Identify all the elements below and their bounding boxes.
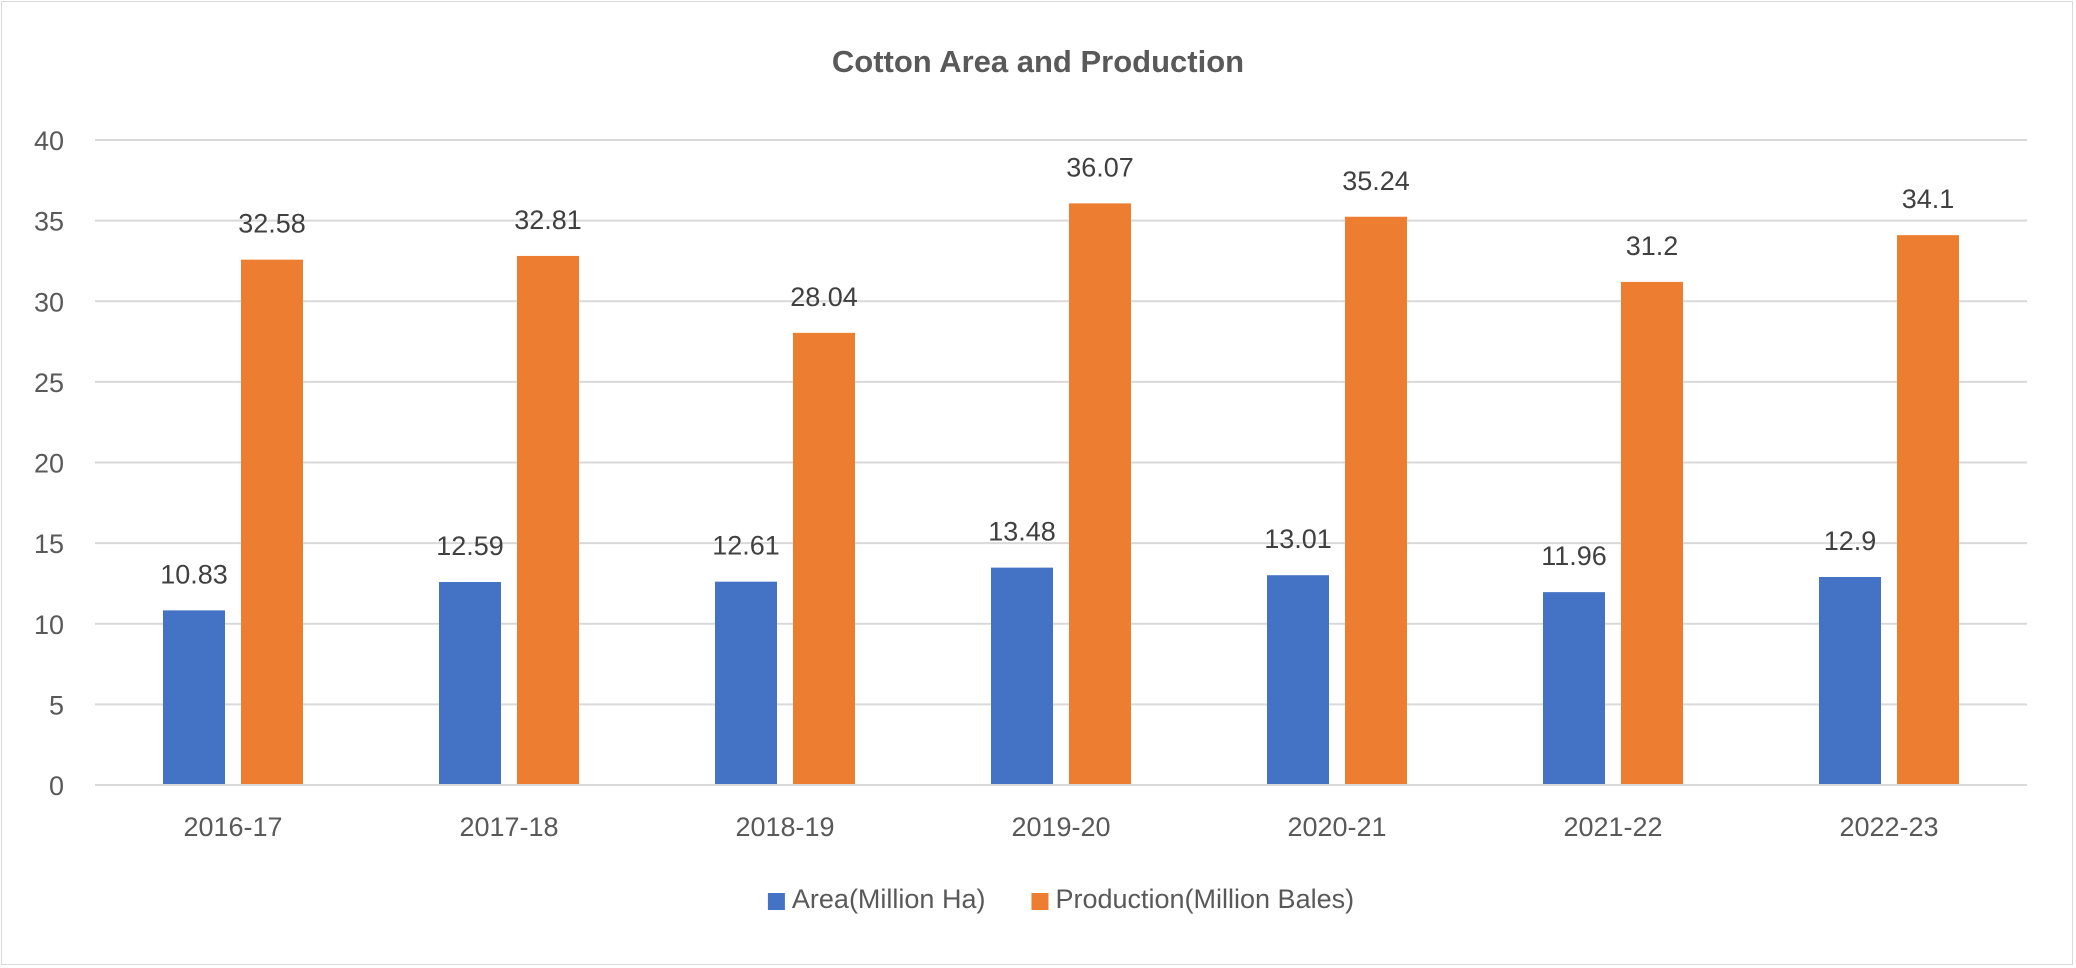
data-label-area: 11.96 [1541, 541, 1607, 571]
y-tick-label: 25 [34, 368, 64, 398]
data-label-area: 12.59 [436, 531, 504, 561]
legend-item: Production(Million Bales) [1031, 884, 1354, 914]
y-tick-label: 40 [34, 126, 64, 156]
bar-production [793, 332, 855, 785]
x-tick-label: 2016-17 [183, 812, 282, 842]
x-tick-label: 2019-20 [1011, 812, 1110, 842]
data-labels: 10.83 32.58 12.59 32.81 12.61 28.04 13.48 36.07… [160, 152, 1954, 589]
data-label-area: 10.83 [160, 559, 228, 589]
bar-production [1621, 281, 1683, 785]
y-tick-label: 10 [34, 610, 64, 640]
legend-swatch [1031, 893, 1049, 910]
x-tick-label: 2020-21 [1287, 812, 1386, 842]
y-tick-label: 30 [34, 287, 64, 317]
bar-area [715, 581, 777, 785]
legend-swatch [767, 893, 785, 910]
y-tick-label: 15 [34, 529, 64, 559]
bar-production [1069, 203, 1131, 786]
data-label-area: 12.61 [712, 531, 780, 561]
legend-item: Area(Million Ha) [767, 884, 986, 914]
data-label-area: 13.01 [1264, 524, 1332, 554]
x-axis-ticks: 2016-17 2017-18 2018-19 2019-20 2020-21 2021-… [183, 812, 1938, 842]
bar-production [517, 255, 579, 786]
bar-area [1819, 576, 1881, 785]
data-label-area: 13.48 [988, 517, 1056, 547]
y-axis-ticks: 0 5 10 15 20 25 30 35 40 [34, 126, 64, 801]
chart-title: Cotton Area and Production [832, 44, 1244, 79]
legend-label: Production(Million Bales) [1055, 884, 1354, 914]
y-tick-label: 0 [49, 771, 64, 801]
data-label-production: 28.04 [790, 282, 858, 312]
data-label-production: 35.24 [1342, 166, 1410, 196]
x-tick-label: 2021-22 [1563, 812, 1662, 842]
bar-production [1345, 216, 1407, 785]
x-tick-label: 2022-23 [1839, 812, 1938, 842]
bar-production [1897, 235, 1959, 785]
data-label-production: 34.1 [1902, 184, 1955, 214]
y-tick-label: 5 [49, 690, 64, 720]
legend-label: Area(Million Ha) [792, 884, 986, 914]
bar-area [1267, 575, 1329, 785]
data-label-production: 31.2 [1626, 231, 1679, 261]
data-label-production: 32.81 [514, 205, 582, 235]
bar-area [1543, 592, 1605, 785]
bar-production [241, 259, 303, 786]
data-label-production: 36.07 [1066, 152, 1134, 182]
legend: Area(Million Ha) Production(Million Bales… [767, 884, 1354, 914]
y-tick-label: 20 [34, 449, 64, 479]
data-label-area: 12.9 [1824, 526, 1877, 556]
bar-area [991, 567, 1053, 785]
bar-area [163, 610, 225, 785]
y-tick-label: 35 [34, 207, 64, 237]
x-tick-label: 2017-18 [459, 812, 558, 842]
bar-area [439, 581, 501, 785]
gridlines [95, 139, 2027, 706]
x-tick-label: 2018-19 [735, 812, 834, 842]
data-label-production: 32.58 [238, 209, 306, 239]
bars [163, 203, 1959, 786]
